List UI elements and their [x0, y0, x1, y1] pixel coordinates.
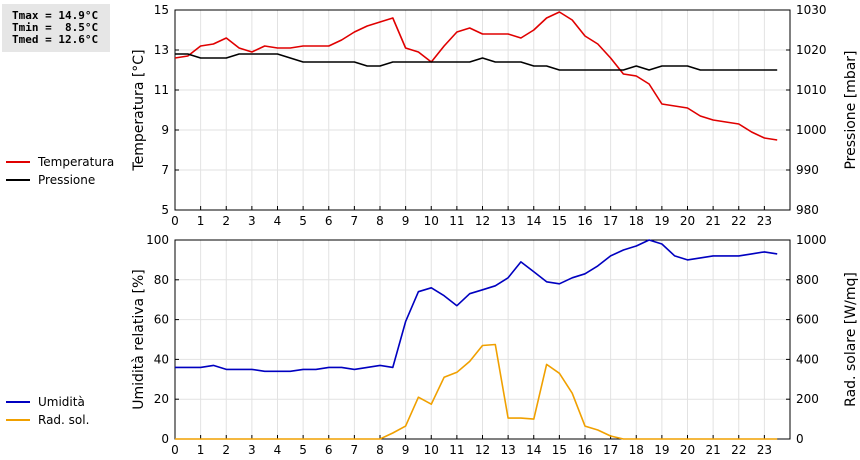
top-x-tick-label-9: 9 [402, 214, 410, 228]
top-left-tick-label-11: 11 [154, 83, 169, 97]
top-x-tick-label-6: 6 [325, 214, 333, 228]
bottom-x-tick-label-19: 19 [654, 443, 669, 457]
top-x-tick-label-4: 4 [274, 214, 282, 228]
bottom-chart-legend: Umidità Rad. sol. [6, 393, 89, 429]
top-left-tick-label-5: 5 [161, 203, 169, 217]
bottom-x-tick-label-8: 8 [376, 443, 384, 457]
top-x-tick-label-7: 7 [351, 214, 359, 228]
bottom-right-tick-label-800: 800 [796, 273, 819, 287]
bottom-x-tick-label-5: 5 [299, 443, 307, 457]
legend-swatch-temperature [6, 161, 30, 163]
bottom-right-tick-label-400: 400 [796, 352, 819, 366]
top-x-tick-label-20: 20 [680, 214, 695, 228]
legend-label-radiation: Rad. sol. [38, 413, 90, 427]
top-series-line-temperatura [174, 11, 778, 141]
top-x-tick-label-2: 2 [222, 214, 230, 228]
bottom-x-tick-label-6: 6 [325, 443, 333, 457]
bottom-left-axis-label: Umidità relativa [%] [131, 269, 147, 410]
top-right-tick-label-1010: 1010 [796, 83, 827, 97]
bottom-left-tick-label-80: 80 [154, 273, 169, 287]
bottom-x-tick-label-13: 13 [500, 443, 515, 457]
legend-swatch-radiation [6, 419, 30, 421]
top-x-tick-label-23: 23 [757, 214, 772, 228]
bottom-x-tick-label-15: 15 [552, 443, 567, 457]
top-x-tick-label-21: 21 [705, 214, 720, 228]
bottom-x-tick-label-10: 10 [424, 443, 439, 457]
top-x-tick-label-3: 3 [248, 214, 256, 228]
bottom-x-tick-label-20: 20 [680, 443, 695, 457]
bottom-x-tick-label-12: 12 [475, 443, 490, 457]
top-left-axis-label: Temperatura [°C] [131, 49, 147, 171]
tmax-text: Tmax = 14.9°C [12, 9, 99, 22]
top-x-tick-label-5: 5 [299, 214, 307, 228]
bottom-x-tick-label-11: 11 [449, 443, 464, 457]
legend-swatch-pressure [6, 179, 30, 181]
top-x-tick-label-1: 1 [197, 214, 205, 228]
bottom-x-tick-label-3: 3 [248, 443, 256, 457]
bottom-series-line-umidit [175, 239, 778, 373]
top-right-tick-label-1000: 1000 [796, 123, 827, 137]
legend-item-temperature: Temperatura [6, 153, 114, 171]
bottom-x-tick-label-23: 23 [757, 443, 772, 457]
bottom-right-tick-label-200: 200 [796, 392, 819, 406]
legend-item-pressure: Pressione [6, 171, 114, 189]
bottom-series-line-rad-sol [175, 343, 778, 440]
bottom-left-tick-label-100: 100 [146, 233, 169, 247]
bottom-x-tick-label-9: 9 [402, 443, 410, 457]
top-x-tick-label-17: 17 [603, 214, 618, 228]
bottom-left-tick-label-0: 0 [161, 432, 169, 446]
top-x-tick-label-15: 15 [552, 214, 567, 228]
top-x-tick-label-18: 18 [629, 214, 644, 228]
bottom-x-tick-label-18: 18 [629, 443, 644, 457]
top-left-tick-label-9: 9 [161, 123, 169, 137]
bottom-x-tick-label-2: 2 [222, 443, 230, 457]
top-x-tick-label-16: 16 [577, 214, 592, 228]
bottom-x-tick-label-1: 1 [197, 443, 205, 457]
top-left-tick-label-13: 13 [154, 43, 169, 57]
bottom-x-tick-label-17: 17 [603, 443, 618, 457]
legend-label-humidity: Umidità [38, 395, 85, 409]
top-x-tick-label-13: 13 [500, 214, 515, 228]
bottom-left-tick-label-40: 40 [154, 352, 169, 366]
legend-item-humidity: Umidità [6, 393, 89, 411]
bottom-x-tick-label-0: 0 [171, 443, 179, 457]
tmed-text: Tmed = 12.6°C [12, 33, 99, 46]
top-right-tick-label-1030: 1030 [796, 3, 827, 17]
legend-swatch-humidity [6, 401, 30, 403]
bottom-x-tick-label-4: 4 [274, 443, 282, 457]
top-x-tick-label-0: 0 [171, 214, 179, 228]
top-x-tick-label-14: 14 [526, 214, 541, 228]
top-x-tick-label-11: 11 [449, 214, 464, 228]
bottom-x-tick-label-7: 7 [351, 443, 359, 457]
top-x-tick-label-19: 19 [654, 214, 669, 228]
legend-label-temperature: Temperatura [38, 155, 115, 169]
legend-item-radiation: Rad. sol. [6, 411, 89, 429]
top-right-tick-label-980: 980 [796, 203, 819, 217]
bottom-right-tick-label-1000: 1000 [796, 233, 827, 247]
bottom-left-tick-label-20: 20 [154, 392, 169, 406]
bottom-right-tick-label-600: 600 [796, 313, 819, 327]
top-x-tick-label-10: 10 [424, 214, 439, 228]
top-right-tick-label-990: 990 [796, 163, 819, 177]
bottom-right-tick-label-0: 0 [796, 432, 804, 446]
legend-label-pressure: Pressione [38, 173, 96, 187]
top-right-axis-label: Pressione [mbar] [843, 50, 859, 169]
bottom-x-tick-label-22: 22 [731, 443, 746, 457]
bottom-x-tick-label-16: 16 [577, 443, 592, 457]
top-series-line-pressione [175, 53, 778, 71]
tmin-text: Tmin = 8.5°C [12, 21, 99, 34]
top-left-tick-label-15: 15 [154, 3, 169, 17]
bottom-x-tick-label-14: 14 [526, 443, 541, 457]
stats-box: Tmax = 14.9°C Tmin = 8.5°C Tmed = 12.6°C [2, 4, 110, 52]
bottom-right-axis-label: Rad. solare [W/mq] [843, 272, 859, 407]
top-x-tick-label-22: 22 [731, 214, 746, 228]
bottom-left-tick-label-60: 60 [154, 313, 169, 327]
top-chart-legend: Temperatura Pressione [6, 153, 114, 189]
top-x-tick-label-8: 8 [376, 214, 384, 228]
top-left-tick-label-7: 7 [161, 163, 169, 177]
top-x-tick-label-12: 12 [475, 214, 490, 228]
top-right-tick-label-1020: 1020 [796, 43, 827, 57]
bottom-x-tick-label-21: 21 [705, 443, 720, 457]
